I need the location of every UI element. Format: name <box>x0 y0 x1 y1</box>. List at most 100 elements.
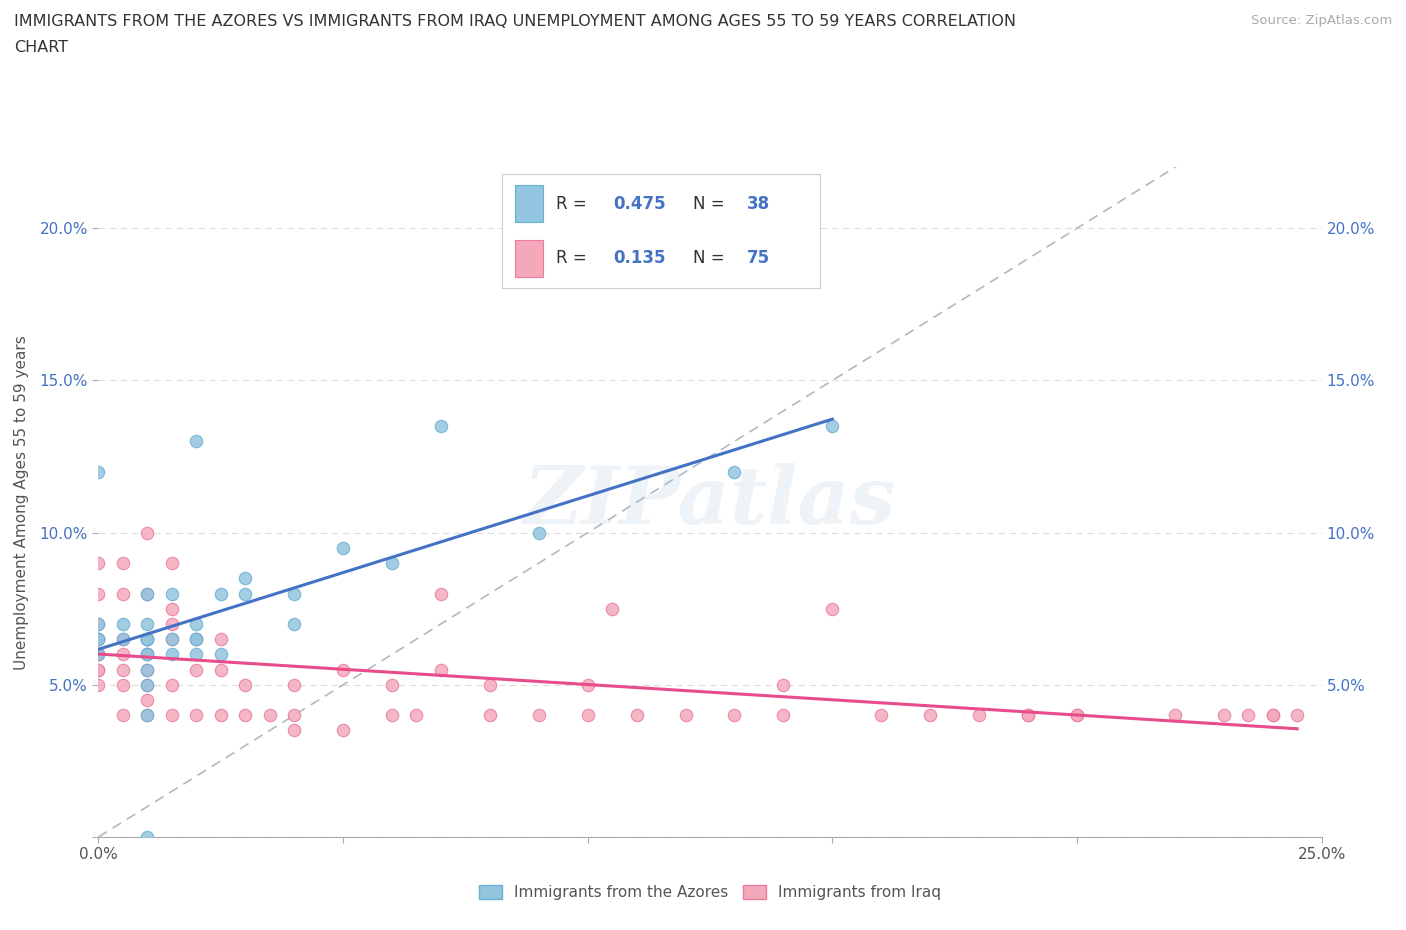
Point <box>430 418 453 433</box>
Point <box>283 708 305 723</box>
Point <box>723 708 745 723</box>
Point <box>186 631 208 646</box>
Point <box>576 708 599 723</box>
Point <box>283 677 305 692</box>
Point <box>136 677 159 692</box>
Point <box>1017 708 1039 723</box>
Point <box>136 525 159 540</box>
Point <box>160 631 183 646</box>
Point <box>283 617 305 631</box>
Point <box>87 631 110 646</box>
Point <box>136 586 159 601</box>
Point <box>1286 708 1309 723</box>
Point <box>1066 708 1088 723</box>
Point <box>967 708 990 723</box>
Legend: Immigrants from the Azores, Immigrants from Iraq: Immigrants from the Azores, Immigrants f… <box>472 879 948 907</box>
Point <box>136 631 159 646</box>
Point <box>87 617 110 631</box>
Point <box>136 830 159 844</box>
Point <box>527 525 550 540</box>
Point <box>381 677 404 692</box>
Point <box>111 631 134 646</box>
Point <box>136 631 159 646</box>
Point <box>186 662 208 677</box>
Text: IMMIGRANTS FROM THE AZORES VS IMMIGRANTS FROM IRAQ UNEMPLOYMENT AMONG AGES 55 TO: IMMIGRANTS FROM THE AZORES VS IMMIGRANTS… <box>14 14 1017 29</box>
Point <box>87 631 110 646</box>
Point <box>283 723 305 737</box>
Point <box>478 677 501 692</box>
Point <box>160 647 183 662</box>
Text: ZIPatlas: ZIPatlas <box>524 463 896 541</box>
Point <box>675 708 697 723</box>
Point <box>136 631 159 646</box>
Point <box>87 662 110 677</box>
Point <box>136 647 159 662</box>
Point <box>111 662 134 677</box>
Point <box>136 647 159 662</box>
Point <box>87 586 110 601</box>
Point <box>600 602 623 617</box>
Point <box>87 464 110 479</box>
Point <box>111 677 134 692</box>
Point <box>136 586 159 601</box>
Point <box>1237 708 1260 723</box>
Point <box>209 647 232 662</box>
Point <box>136 693 159 708</box>
Point <box>430 586 453 601</box>
Point <box>87 555 110 570</box>
Point <box>430 662 453 677</box>
Point <box>186 647 208 662</box>
Point <box>136 708 159 723</box>
Point <box>160 602 183 617</box>
Point <box>332 540 354 555</box>
Point <box>381 708 404 723</box>
Point <box>405 708 427 723</box>
Point <box>1261 708 1284 723</box>
Point <box>233 571 256 586</box>
Point <box>1066 708 1088 723</box>
Point <box>1017 708 1039 723</box>
Point <box>259 708 281 723</box>
Point <box>1261 708 1284 723</box>
Point <box>233 677 256 692</box>
Point <box>186 708 208 723</box>
Point <box>111 647 134 662</box>
Point <box>136 662 159 677</box>
Point <box>136 647 159 662</box>
Point <box>111 555 134 570</box>
Point <box>136 677 159 692</box>
Point <box>527 708 550 723</box>
Point <box>626 708 648 723</box>
Point <box>111 586 134 601</box>
Point <box>87 647 110 662</box>
Point <box>160 617 183 631</box>
Point <box>920 708 942 723</box>
Point <box>136 631 159 646</box>
Point <box>186 631 208 646</box>
Point <box>821 602 844 617</box>
Point <box>209 708 232 723</box>
Point <box>186 434 208 449</box>
Point <box>870 708 893 723</box>
Point <box>233 586 256 601</box>
Point <box>209 586 232 601</box>
Point <box>209 631 232 646</box>
Point <box>160 677 183 692</box>
Point <box>111 631 134 646</box>
Point <box>87 631 110 646</box>
Point <box>332 723 354 737</box>
Point <box>478 708 501 723</box>
Point <box>1164 708 1187 723</box>
Point <box>87 617 110 631</box>
Point <box>87 647 110 662</box>
Point <box>209 662 232 677</box>
Point <box>772 677 794 692</box>
Text: CHART: CHART <box>14 40 67 55</box>
Point <box>87 647 110 662</box>
Point <box>160 708 183 723</box>
Point <box>332 662 354 677</box>
Point <box>111 708 134 723</box>
Point <box>283 586 305 601</box>
Y-axis label: Unemployment Among Ages 55 to 59 years: Unemployment Among Ages 55 to 59 years <box>14 335 28 670</box>
Point <box>87 631 110 646</box>
